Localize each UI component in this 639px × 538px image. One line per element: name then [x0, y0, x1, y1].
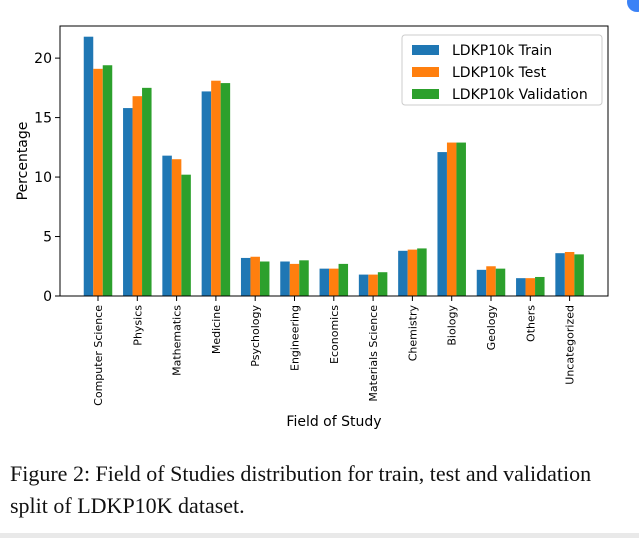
bar-2-6: [289, 263, 300, 296]
bar-1-7: [319, 268, 330, 296]
x-tick-label-8: Chemistry: [406, 305, 419, 362]
y-axis-label: Percentage: [15, 122, 31, 201]
bottom-divider: [0, 533, 639, 538]
bar-3-4: [220, 83, 231, 296]
legend: LDKP10k Train LDKP10k Test LDKP10k Validat…: [401, 34, 603, 106]
corner-badge: [627, 0, 639, 12]
bar-1-5: [240, 257, 251, 296]
bar-3-9: [417, 248, 427, 296]
y-tick-label-4: 20: [34, 51, 52, 67]
bar-2-5: [250, 256, 260, 296]
bar-3-7: [338, 263, 349, 296]
x-tick-label-9: Biology: [446, 305, 459, 346]
legend-swatch-1: [412, 45, 439, 55]
x-tick-label-11: Others: [524, 305, 537, 342]
bar-2-13: [564, 251, 575, 296]
x-axis: Computer Science Physics Mathematics Medici…: [92, 296, 577, 406]
bar-2-8: [368, 274, 378, 296]
bar-1-2: [123, 108, 133, 296]
bar-2-9: [407, 249, 418, 296]
y-tick-label-2: 10: [34, 170, 52, 186]
bar-chart: 0 5 10 15 20 Computer Science Physics Mathemat…: [15, 25, 609, 430]
bar-3-2: [142, 87, 152, 296]
bar-1-4: [201, 91, 212, 296]
x-tick-label-6: Economics: [328, 305, 341, 364]
legend-swatch-2: [412, 67, 439, 77]
bar-3-12: [535, 276, 545, 296]
bar-1-12: [516, 278, 526, 296]
bar-3-3: [181, 174, 191, 296]
x-tick-label-12: Uncategorized: [564, 305, 577, 385]
bar-2-11: [486, 266, 496, 296]
bar-1-3: [162, 155, 172, 296]
legend-label-2: LDKP10k Test: [452, 65, 547, 81]
bar-1-11: [476, 269, 487, 296]
figure-caption: Figure 2: Field of Studies distribution …: [10, 461, 592, 518]
y-tick-label-0: 0: [43, 289, 52, 305]
bar-3-11: [495, 268, 506, 296]
legend-label-1: LDKP10k Train: [452, 43, 552, 59]
bar-1-8: [358, 274, 369, 296]
x-tick-label-1: Physics: [131, 305, 144, 346]
y-tick-label-3: 15: [34, 111, 52, 127]
bar-1-13: [555, 253, 565, 296]
bar-3-10: [456, 142, 466, 296]
bar-2-12: [525, 278, 536, 296]
y-axis: 0 5 10 15 20: [34, 51, 60, 305]
bar-1-1: [83, 36, 94, 296]
x-tick-label-10: Geology: [485, 305, 498, 351]
bar-3-8: [377, 272, 388, 296]
x-tick-label-4: Psychology: [249, 305, 262, 367]
y-tick-label-1: 5: [43, 230, 52, 246]
legend-box: [401, 34, 603, 106]
bar-3-5: [259, 261, 270, 296]
bar-1-6: [280, 261, 290, 296]
bar-3-13: [574, 254, 584, 296]
bar-2-1: [93, 68, 103, 296]
x-axis-label: Field of Study: [286, 414, 381, 430]
legend-swatch-3: [412, 89, 439, 99]
bar-3-1: [102, 65, 113, 296]
bars-group: [83, 36, 584, 297]
legend-label-3: LDKP10k Validation: [452, 87, 588, 103]
bar-2-10: [446, 142, 457, 296]
bar-2-2: [132, 96, 143, 297]
x-tick-label-0: Computer Science: [92, 305, 105, 406]
bar-3-6: [299, 260, 309, 296]
x-tick-label-3: Medicine: [210, 305, 223, 354]
x-tick-label-5: Engineering: [289, 305, 302, 371]
bar-2-7: [329, 268, 339, 296]
x-tick-label-7: Materials Science: [367, 305, 380, 402]
bar-2-4: [211, 80, 221, 297]
bar-1-10: [437, 152, 447, 296]
bar-2-3: [171, 159, 182, 296]
x-tick-label-2: Mathematics: [171, 305, 184, 376]
bar-1-9: [398, 250, 408, 296]
